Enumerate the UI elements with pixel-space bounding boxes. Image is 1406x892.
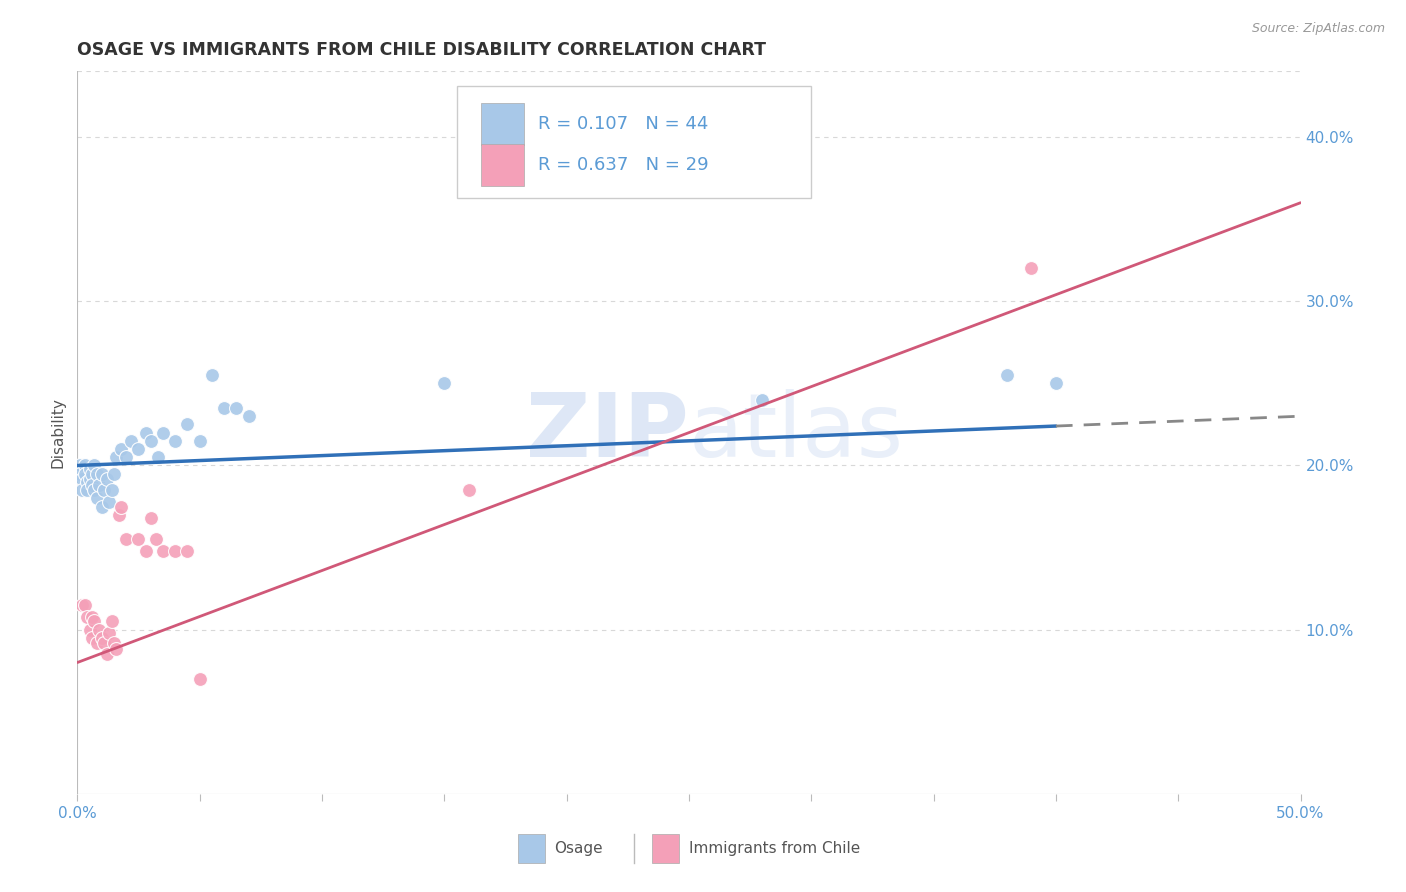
Text: OSAGE VS IMMIGRANTS FROM CHILE DISABILITY CORRELATION CHART: OSAGE VS IMMIGRANTS FROM CHILE DISABILIT… (77, 41, 766, 59)
Point (176, 417, 198, 432)
Text: Source: ZipAtlas.com: Source: ZipAtlas.com (1251, 22, 1385, 36)
Point (86, 491, 108, 506)
Point (188, 434, 211, 448)
Point (79, 623, 101, 637)
Point (212, 401, 235, 415)
Point (103, 636, 125, 650)
Point (995, 368, 1018, 383)
Point (127, 533, 149, 547)
Bar (481, 103, 524, 145)
Point (73, 467, 96, 481)
Point (80, 609, 103, 624)
Point (90, 631, 112, 645)
Point (115, 533, 138, 547)
Point (165, 544, 187, 558)
Point (83, 615, 105, 629)
Point (73, 458, 96, 473)
Point (100, 483, 122, 497)
Text: Osage: Osage (554, 840, 603, 855)
Point (96, 648, 118, 662)
Point (115, 450, 138, 465)
Point (98, 494, 121, 508)
Point (135, 425, 157, 440)
Point (93, 483, 115, 497)
Point (188, 672, 211, 686)
Point (457, 483, 479, 497)
Point (238, 409, 260, 424)
Point (433, 376, 456, 391)
Point (100, 615, 122, 629)
Point (127, 442, 149, 456)
Y-axis label: Disability: Disability (51, 397, 66, 468)
Point (69, 467, 91, 481)
Point (73, 598, 96, 612)
Text: ZIP: ZIP (526, 389, 689, 476)
Point (90, 500, 112, 514)
Point (80, 478, 103, 492)
Text: Immigrants from Chile: Immigrants from Chile (689, 840, 860, 855)
Point (225, 401, 247, 415)
Point (70, 483, 93, 497)
Point (86, 636, 108, 650)
Point (105, 642, 128, 657)
Text: atlas: atlas (689, 389, 904, 476)
Point (751, 392, 773, 407)
Point (108, 508, 131, 522)
Point (105, 450, 128, 465)
Point (103, 467, 125, 481)
Point (146, 450, 169, 465)
Point (135, 544, 157, 558)
Point (70, 472, 93, 486)
Point (120, 434, 142, 448)
Point (139, 434, 162, 448)
Text: R = 0.107   N = 44: R = 0.107 N = 44 (538, 115, 709, 133)
Point (79, 472, 101, 486)
Point (79, 461, 101, 475)
Point (96, 472, 118, 486)
Point (69, 458, 91, 473)
Point (89, 478, 111, 492)
Point (76, 475, 98, 489)
Point (70, 598, 93, 612)
Point (76, 609, 98, 624)
Bar (517, 834, 544, 863)
Point (76, 483, 98, 497)
Point (80, 467, 103, 481)
Point (93, 636, 115, 650)
Point (152, 544, 174, 558)
Point (1021, 261, 1043, 276)
Point (110, 500, 132, 514)
Point (165, 434, 187, 448)
FancyBboxPatch shape (457, 86, 811, 198)
Point (80, 631, 103, 645)
Point (83, 458, 105, 473)
Point (83, 483, 105, 497)
Bar (652, 834, 679, 863)
Point (98, 626, 121, 640)
Point (201, 368, 224, 383)
Point (152, 425, 174, 440)
Point (139, 511, 162, 525)
Point (145, 533, 167, 547)
Point (89, 623, 111, 637)
Point (90, 467, 112, 481)
Point (176, 544, 198, 558)
Point (1045, 376, 1067, 391)
Point (86, 467, 108, 481)
Text: R = 0.637   N = 29: R = 0.637 N = 29 (538, 156, 709, 174)
Bar (481, 145, 524, 186)
Point (110, 442, 132, 456)
